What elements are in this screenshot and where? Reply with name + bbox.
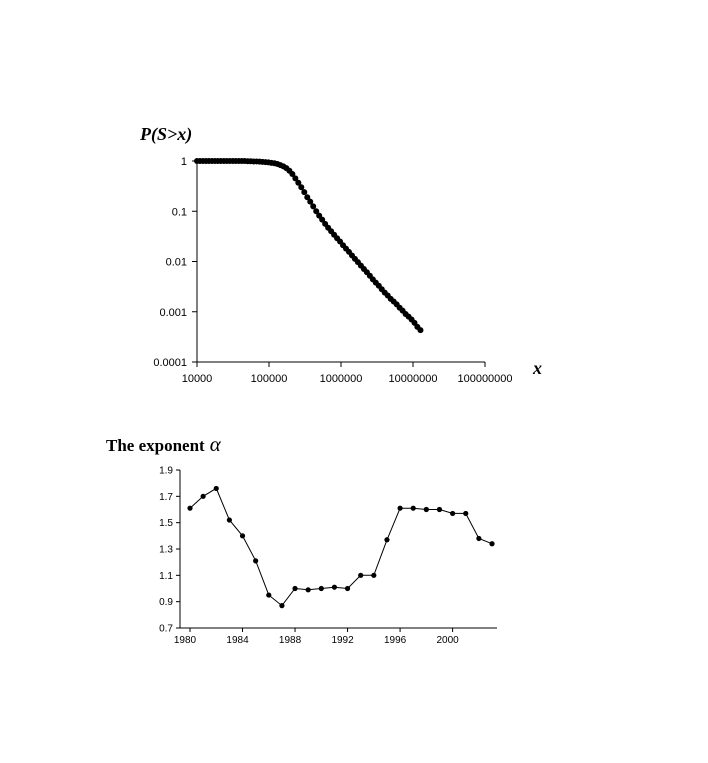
alpha-data-point <box>450 510 456 517</box>
ccdf-data-point <box>319 216 326 223</box>
ccdf-x-tick-label: 100000 <box>251 373 288 385</box>
alpha-y-tick-label: 1.5 <box>159 518 173 529</box>
alpha-data-point <box>489 541 495 547</box>
alpha-y-tick-label: 0.7 <box>159 624 173 635</box>
ccdf-y-tick-label: 0.1 <box>172 206 187 218</box>
alpha-data-point <box>226 517 232 523</box>
alpha-data-point <box>213 485 219 492</box>
alpha-data-point <box>410 505 416 511</box>
alpha-data-point <box>279 603 285 609</box>
alpha-data-point <box>344 585 351 592</box>
alpha-data-point <box>292 585 298 592</box>
ccdf-x-tick-label: 1000000 <box>320 373 363 385</box>
alpha-data-point <box>318 585 324 592</box>
alpha-data-point <box>331 584 338 590</box>
ccdf-data-point <box>289 171 296 178</box>
ccdf-x-tick-label: 100000000 <box>457 373 512 385</box>
ccdf-data-point <box>307 198 314 205</box>
alpha-x-tick-label: 2000 <box>436 635 459 646</box>
alpha-data-point <box>187 505 193 511</box>
alpha-data-point <box>305 587 311 593</box>
ccdf-y-axis-label: P(S>x) <box>140 124 193 144</box>
alpha-data-point <box>397 505 403 511</box>
alpha-data-point <box>384 537 390 543</box>
alpha-data-point <box>358 572 364 578</box>
alpha-x-tick-label: 1988 <box>279 635 302 646</box>
alpha-data-point <box>253 558 259 564</box>
alpha-y-tick-label: 0.9 <box>159 597 173 608</box>
alpha-chart: 1980 1984 1988 1992 1996 2000 0.7 0.9 1.1 1.3 1.5 1… <box>159 466 497 646</box>
alpha-x-tick-label: 1996 <box>384 635 407 646</box>
ccdf-data-point <box>301 189 308 196</box>
alpha-x-tick-label: 1992 <box>331 635 354 646</box>
alpha-data-point <box>423 506 429 513</box>
alpha-y-tick-label: 1.9 <box>159 466 173 477</box>
ccdf-y-tick-label: 0.001 <box>159 307 187 319</box>
alpha-chart-title: The exponent α <box>106 432 221 457</box>
ccdf-data-point <box>417 327 424 334</box>
alpha-y-tick-label: 1.3 <box>159 545 173 556</box>
alpha-data-point <box>476 535 482 542</box>
ccdf-data-point <box>304 194 311 201</box>
ccdf-data-point <box>298 184 305 191</box>
ccdf-chart: 10000 100000 1000000 10000000 100000000 0.000… <box>153 156 512 385</box>
alpha-y-tick-label: 1.1 <box>159 571 173 582</box>
alpha-chart-title-text: The exponent <box>106 436 205 455</box>
alpha-data-point <box>371 572 377 578</box>
ccdf-data-point <box>292 175 299 182</box>
ccdf-x-axis-label: x <box>533 358 542 378</box>
alpha-symbol: α <box>209 432 221 456</box>
alpha-y-tick-label: 1.7 <box>159 492 173 503</box>
ccdf-y-tick-label: 1 <box>181 156 187 168</box>
ccdf-data-point <box>313 208 320 215</box>
ccdf-y-tick-label: 0.0001 <box>153 357 187 369</box>
alpha-x-tick-label: 1984 <box>226 635 249 646</box>
alpha-data-point <box>463 510 469 517</box>
alpha-data-point <box>239 533 246 539</box>
ccdf-x-tick-label: 10000 <box>182 373 213 385</box>
ccdf-x-tick-label: 10000000 <box>389 373 438 385</box>
alpha-series-line <box>189 487 493 607</box>
alpha-data-point <box>266 592 272 598</box>
ccdf-data-point <box>295 179 302 186</box>
alpha-x-tick-label: 1980 <box>174 635 197 646</box>
ccdf-y-tick-label: 0.01 <box>166 257 187 269</box>
ccdf-data-point <box>310 203 317 210</box>
alpha-data-point <box>436 506 443 513</box>
alpha-data-point <box>200 493 206 499</box>
